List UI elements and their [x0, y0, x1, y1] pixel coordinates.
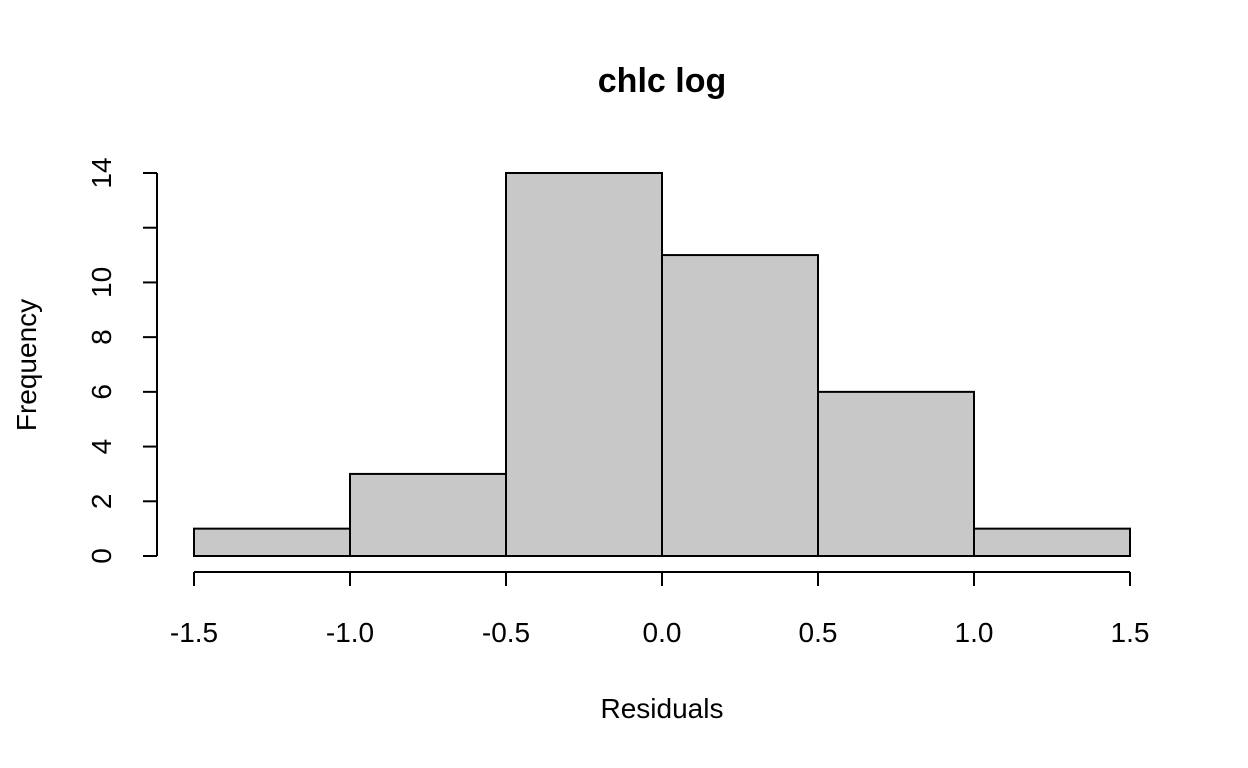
- histogram-bar-1: [349, 472, 507, 557]
- y-tick-label: 0: [86, 548, 117, 564]
- x-tick-label: 0.5: [799, 617, 838, 648]
- x-tick-label: -0.5: [482, 617, 530, 648]
- y-tick-label: 14: [86, 157, 117, 188]
- histogram-bar-5: [973, 527, 1131, 558]
- y-tick-label: 10: [86, 267, 117, 298]
- histogram-bar-4: [817, 390, 975, 557]
- y-axis-label: Frequency: [11, 299, 42, 431]
- chart-title: chlc log: [598, 62, 726, 100]
- y-tick-label: 2: [86, 493, 117, 509]
- x-tick-label: 0.0: [643, 617, 682, 648]
- x-axis: -1.5 -1.0 -0.5 0.0 0.5 1.0 1.5: [170, 571, 1150, 648]
- y-tick-label: 4: [86, 439, 117, 455]
- histogram-bar-2: [505, 172, 663, 557]
- histogram-bar-3: [661, 254, 819, 557]
- histogram-bars: [193, 172, 1131, 558]
- x-tick-label: -1.0: [326, 617, 374, 648]
- x-tick-label: 1.0: [955, 617, 994, 648]
- x-axis-label: Residuals: [601, 693, 724, 724]
- histogram-bar-0: [193, 527, 351, 558]
- y-tick-label: 6: [86, 384, 117, 400]
- x-tick-label: 1.5: [1111, 617, 1150, 648]
- y-axis: 0 2 4 6 8 10 14: [86, 157, 158, 564]
- y-tick-label: 8: [86, 329, 117, 345]
- x-tick-label: -1.5: [170, 617, 218, 648]
